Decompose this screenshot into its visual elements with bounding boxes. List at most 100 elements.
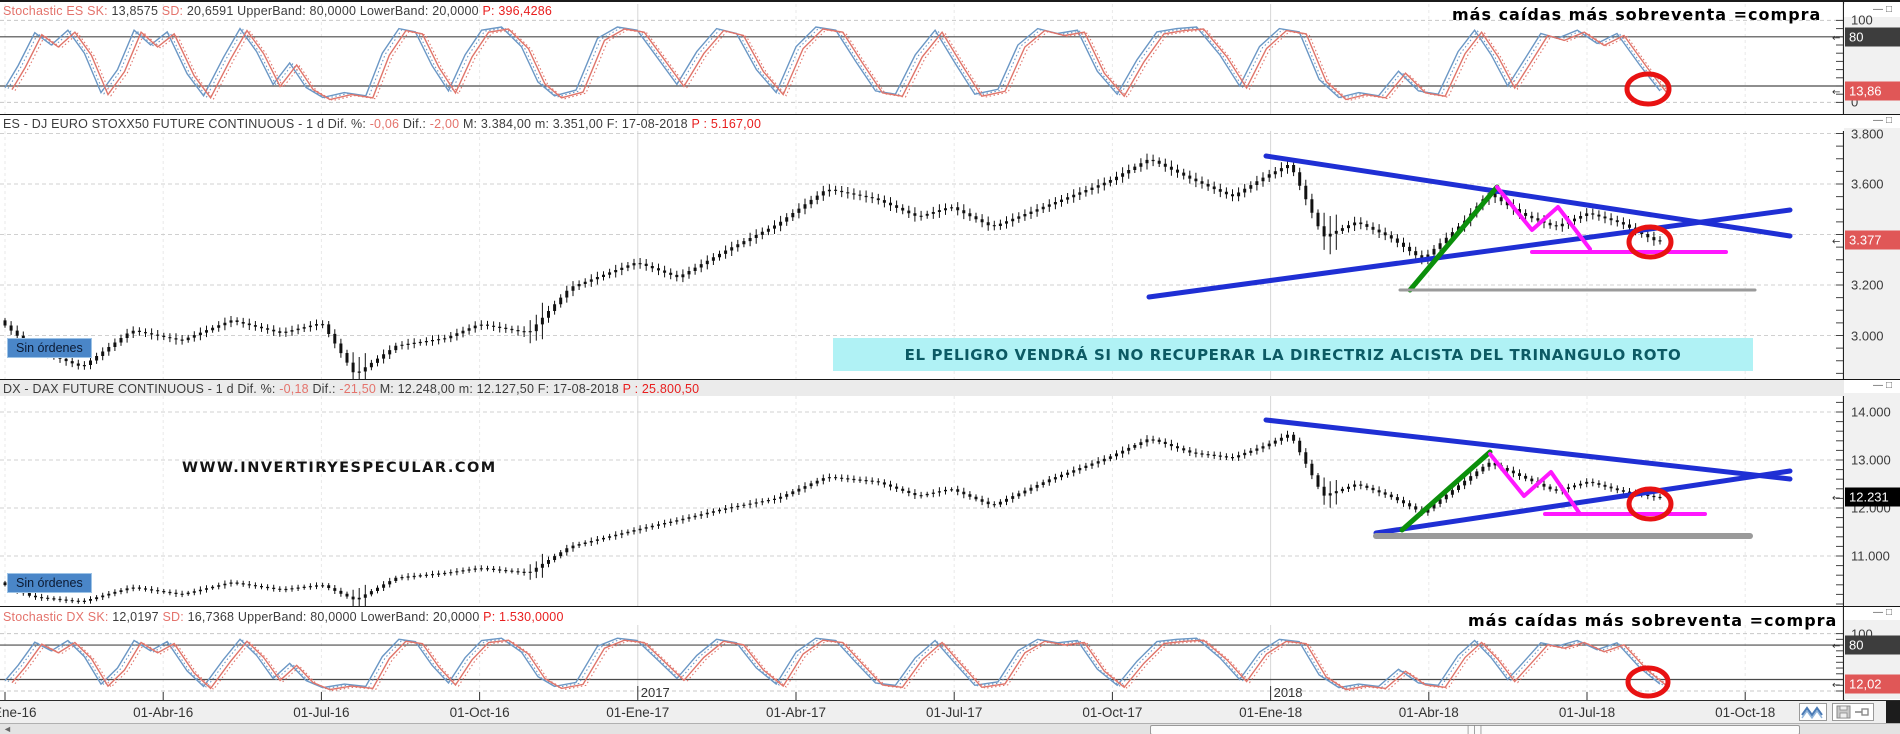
header-segment: SK:: [87, 610, 113, 624]
y-axis-label: 0: [1851, 94, 1859, 110]
header-segment: ES - DJ EURO STOXX50 FUTURE CONTINUOUS -…: [3, 117, 370, 131]
no-orders-badge-dax[interactable]: Sin órdenes: [7, 573, 92, 593]
time-axis[interactable]: 01-Ene-16 01-Abr-16 01-Jul-16 01-Oct-16 01-E…: [0, 685, 1900, 723]
header-segment: 16,7368: [187, 610, 238, 624]
axis-top-row: [1844, 607, 1900, 620]
header-segment: -0,06: [369, 117, 400, 131]
minimize-icon[interactable]: —: [1872, 380, 1886, 391]
zigzag-wave-icon: [1801, 706, 1823, 719]
svg-text:←: ←: [1832, 493, 1840, 504]
x-axis-label: 01-Abr-18: [1398, 705, 1459, 720]
svg-text:←: ←: [1832, 87, 1840, 98]
window-controls: —□: [1873, 4, 1895, 15]
x-axis-label: 01-Jul-18: [1558, 705, 1616, 720]
svg-text:←: ←: [1832, 641, 1840, 652]
header-segment: Stochastic ES: [3, 4, 88, 18]
panel-header-stoch-es: Stochastic ES SK: 13,8575 SD: 20,6591 Up…: [3, 4, 552, 18]
year-label: 2017: [640, 685, 670, 700]
header-segment: UpperBand: 80,0000 LowerBand: 20,0000: [237, 610, 484, 624]
price-axis-es[interactable]: —□ 3.800 3.600 3.200 3.000 3.377: [1844, 115, 1900, 379]
axis-top-row: [1844, 4, 1900, 17]
panel-header-stoch-dx: Stochastic DX SK: 12,0197 SD: 16,7368 Up…: [3, 610, 564, 624]
floppy-disk-icon: [1836, 705, 1869, 719]
scrollbar-left-arrow-icon[interactable]: ◄: [3, 724, 12, 734]
header-segment: 13,8575: [111, 4, 162, 18]
x-axis-label: 01-Oct-16: [449, 705, 510, 720]
header-segment: SD:: [161, 4, 187, 18]
last-value-box: 13,86: [1845, 81, 1900, 101]
minimize-icon[interactable]: —: [1872, 115, 1886, 126]
y-axis-label: 14.000: [1851, 404, 1891, 420]
scrollbar-grip-icon: |||: [1465, 725, 1485, 734]
y-axis-label: 13.000: [1851, 452, 1891, 468]
header-segment: P : 25.800,50: [622, 382, 700, 396]
panel-separator: [0, 114, 1900, 115]
zigzag-tool-button[interactable]: [1799, 703, 1827, 721]
header-segment: SD:: [162, 610, 188, 624]
axis-top-row: [1844, 380, 1900, 393]
price-axis-dax[interactable]: —□ 14.000 13.000 12.000 11.000 12.231: [1844, 380, 1900, 606]
header-segment: -0,18: [279, 382, 309, 396]
es-header-band: [0, 115, 1844, 131]
x-axis-label: 01-Jul-17: [926, 705, 983, 720]
header-segment: 12,0197: [112, 610, 163, 624]
x-axis-label: 01-Ene-18: [1239, 705, 1303, 720]
y-axis-label: 3.000: [1851, 328, 1884, 343]
last-value-box: 12,02: [1845, 674, 1900, 694]
axis-top-row: [1844, 115, 1900, 128]
last-value-box: 12.231: [1845, 487, 1900, 507]
x-axis-label: 01-Oct-17: [1082, 705, 1143, 720]
no-orders-badge-es[interactable]: Sin órdenes: [7, 338, 92, 358]
last-value-box: 3.377: [1845, 230, 1900, 250]
minimize-icon[interactable]: —: [1872, 4, 1886, 15]
horizontal-scrollbar-handle[interactable]: |||: [1150, 725, 1800, 734]
dax-header-band: [0, 380, 1844, 396]
x-axis-label: 01-Jul-16: [293, 705, 350, 720]
maximize-icon[interactable]: □: [1885, 115, 1895, 126]
price-axis-stoch-dx[interactable]: —□ 100 80 12,02: [1844, 607, 1900, 699]
annotation-oversold-top: más caídas más sobreventa =compra: [1452, 5, 1822, 24]
header-segment: P: 396,4286: [482, 4, 553, 18]
header-segment: Dif.:: [399, 117, 430, 131]
header-segment: Dif.:: [308, 382, 340, 396]
corner-panel-button[interactable]: [1886, 701, 1900, 723]
header-segment: P : 5.167,00: [691, 117, 762, 131]
horizontal-scrollbar-track[interactable]: ◄ |||: [0, 723, 1900, 734]
panel-header-es: ES - DJ EURO STOXX50 FUTURE CONTINUOUS -…: [3, 117, 761, 131]
panel-header-dax: DX - DAX FUTURE CONTINUOUS - 1 d Dif. %:…: [3, 382, 699, 396]
window-controls: —□: [1873, 607, 1895, 618]
window-controls: —□: [1873, 380, 1895, 391]
y-axis-label: 3.200: [1851, 277, 1884, 293]
x-axis-label: 01-Oct-18: [1715, 705, 1776, 720]
y-axis-label: 3.800: [1851, 126, 1884, 141]
panel-separator: [0, 379, 1900, 380]
header-segment: 20,6591: [186, 4, 238, 18]
header-segment: P: 1.530,0000: [483, 610, 564, 624]
x-axis-label: 01-Ene-16: [0, 705, 37, 720]
annotation-oversold-bottom: más caídas más sobreventa =compra: [1468, 611, 1838, 630]
header-segment: DX - DAX FUTURE CONTINUOUS - 1 d Dif. %:: [3, 382, 280, 396]
y-axis-label: 3.600: [1851, 176, 1884, 192]
header-segment: -2,00: [429, 117, 460, 131]
watermark: WWW.INVERTIRYESPECULAR.COM: [182, 460, 497, 476]
x-axis-label: 01-Abr-17: [765, 705, 827, 720]
header-segment: Stochastic DX: [3, 610, 88, 624]
window-controls: —□: [1873, 115, 1895, 126]
minimize-icon[interactable]: —: [1872, 607, 1886, 618]
y-axis-label: 11.000: [1851, 548, 1890, 564]
svg-text:←: ←: [1832, 236, 1840, 247]
header-segment: UpperBand: 80,0000 LowerBand: 20,0000: [237, 4, 483, 18]
price-axis-stoch-es[interactable]: —□ 100 0 80 13,86: [1844, 4, 1900, 114]
save-layout-button[interactable]: [1832, 703, 1874, 721]
maximize-icon[interactable]: □: [1885, 380, 1895, 391]
header-segment: M: 12.248,00 m: 12.127,50 F: 17-08-2018: [376, 382, 623, 396]
svg-text:←: ←: [1832, 33, 1840, 44]
maximize-icon[interactable]: □: [1885, 607, 1895, 618]
year-label: 2018: [1273, 685, 1303, 700]
svg-text:←: ←: [1832, 680, 1840, 691]
band-level-box: 80: [1845, 635, 1900, 655]
maximize-icon[interactable]: □: [1885, 4, 1895, 15]
header-segment: -21,50: [339, 382, 377, 396]
